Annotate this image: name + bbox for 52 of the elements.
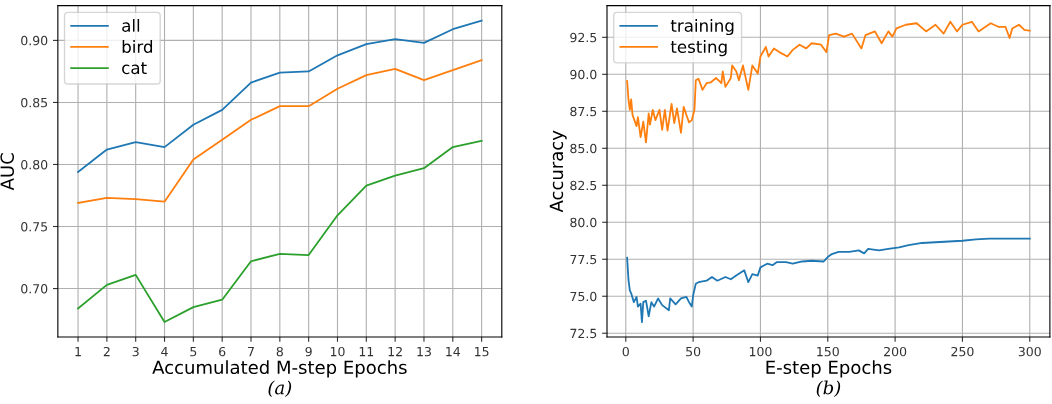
y-tick-label: 77.5 — [570, 254, 597, 265]
x-tick-label: 13 — [417, 346, 431, 357]
x-tick-label: 150 — [817, 346, 839, 357]
y-tick-label: 85.0 — [570, 143, 597, 154]
x-axis-title: E-step Epochs — [766, 360, 892, 378]
x-tick-label: 5 — [190, 347, 197, 357]
x-tick-label: 50 — [686, 346, 701, 357]
y-tick-label: 82.5 — [570, 180, 597, 191]
x-tick-label: 1 — [75, 347, 81, 357]
x-axis-title: Accumulated M-step Epochs — [152, 360, 407, 378]
text: (a) — [268, 380, 292, 397]
y-tick-label: 87.5 — [570, 106, 597, 117]
y-tick-label: 75.0 — [570, 291, 597, 302]
legend-label: testing — [670, 40, 727, 57]
line-series — [77, 19, 483, 173]
y-axis-title: AUC — [0, 153, 15, 191]
y-tick-label: 0.80 — [21, 159, 48, 170]
y-tick-label: 72.5 — [570, 328, 597, 339]
x-tick-label: 14 — [446, 347, 461, 357]
x-tick-label: 200 — [884, 346, 907, 357]
x-tick-label: 10 — [330, 346, 345, 357]
x-tick-label: 9 — [305, 346, 312, 357]
line-series — [626, 237, 1031, 324]
y-tick-label: 0.90 — [21, 35, 48, 46]
y-tick-label: 92.5 — [570, 32, 597, 43]
y-tick-label: 90.0 — [570, 69, 597, 80]
x-tick-label: 6 — [219, 346, 226, 357]
y-tick-label: 0.75 — [21, 221, 48, 232]
legend-label: cat — [122, 62, 147, 75]
x-tick-label: 3 — [132, 346, 139, 357]
legend-label: all — [122, 18, 140, 32]
x-tick-label: 300 — [1018, 346, 1041, 357]
line-series — [626, 20, 1031, 144]
x-tick-label: 0 — [622, 346, 629, 357]
x-tick-label: 12 — [388, 346, 402, 357]
y-axis-title: Accuracy — [549, 130, 567, 213]
y-tick-label: 0.70 — [21, 284, 48, 294]
x-tick-label: 8 — [276, 346, 283, 357]
x-tick-label: 4 — [161, 347, 168, 357]
text: (b) — [816, 380, 841, 397]
x-tick-label: 250 — [951, 346, 974, 357]
legend-label: bird — [122, 40, 153, 54]
line-series — [77, 139, 483, 323]
x-tick-label: 100 — [749, 346, 772, 357]
x-tick-label: 11 — [359, 347, 374, 357]
line-series — [77, 59, 483, 204]
x-tick-label: 7 — [248, 347, 254, 357]
x-tick-label: 15 — [475, 347, 489, 357]
y-tick-label: 80.0 — [570, 217, 597, 228]
y-tick-label: 0.85 — [21, 97, 48, 108]
x-tick-label: 2 — [103, 346, 110, 357]
legend-label: training — [670, 18, 734, 36]
